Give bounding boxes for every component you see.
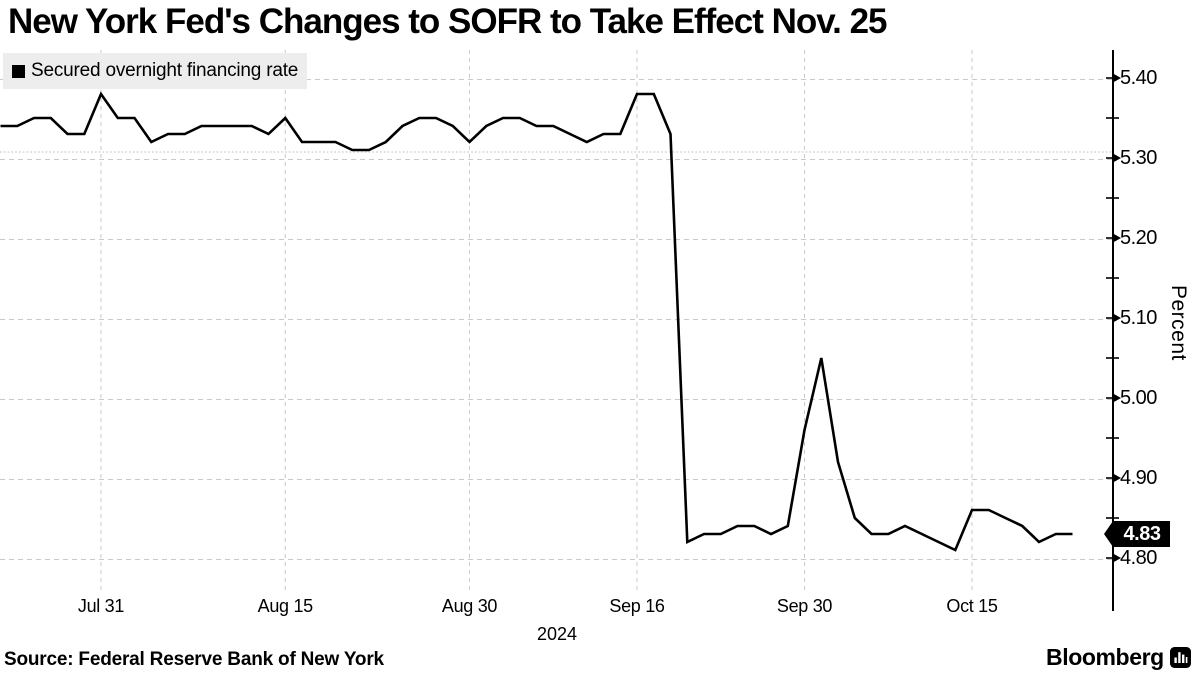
x-tick-label: Jul 31 <box>77 596 125 616</box>
last-value-badge: 4.83 <box>1123 523 1161 545</box>
y-tick-label: 4.90 <box>1120 467 1157 489</box>
sofr-series-line <box>0 91 1073 552</box>
y-axis-title: Percent <box>1167 285 1190 361</box>
legend-swatch-icon <box>12 64 25 78</box>
y-tick-label: 5.40 <box>1120 67 1157 89</box>
x-tick-label: Aug 30 <box>441 596 498 616</box>
y-tick-arrow-icon <box>1113 473 1121 483</box>
y-tick-label: 5.10 <box>1120 307 1157 329</box>
y-tick-label: 5.30 <box>1120 147 1157 169</box>
legend: Secured overnight financing rate <box>3 53 307 89</box>
y-tick-label: 5.00 <box>1120 387 1157 409</box>
y-tick-label: 4.80 <box>1120 547 1157 569</box>
bloomberg-chart-icon <box>1169 647 1191 668</box>
x-tick-label: Sep 16 <box>609 596 665 616</box>
y-tick-arrow-icon <box>1113 553 1121 563</box>
y-tick-arrow-icon <box>1113 393 1121 403</box>
source-credit: Source: Federal Reserve Bank of New York <box>4 649 384 670</box>
x-tick-label: Oct 15 <box>946 596 998 616</box>
y-tick-arrow-icon <box>1113 73 1121 83</box>
bloomberg-wordmark: Bloomberg <box>1046 644 1164 670</box>
x-tick-label: Sep 30 <box>776 596 833 616</box>
x-tick-label: Aug 15 <box>257 596 314 616</box>
y-tick-arrow-icon <box>1113 233 1121 243</box>
legend-label: Secured overnight financing rate <box>31 60 299 81</box>
last-value-badge-shape <box>1104 521 1170 547</box>
bloomberg-logo: Bloomberg <box>1046 644 1191 671</box>
y-tick-label: 5.20 <box>1120 227 1157 249</box>
chart-title: New York Fed's Changes to SOFR to Take E… <box>8 2 887 41</box>
x-axis-year-label: 2024 <box>536 624 578 644</box>
y-tick-arrow-icon <box>1113 313 1121 323</box>
y-tick-arrow-icon <box>1113 153 1121 163</box>
